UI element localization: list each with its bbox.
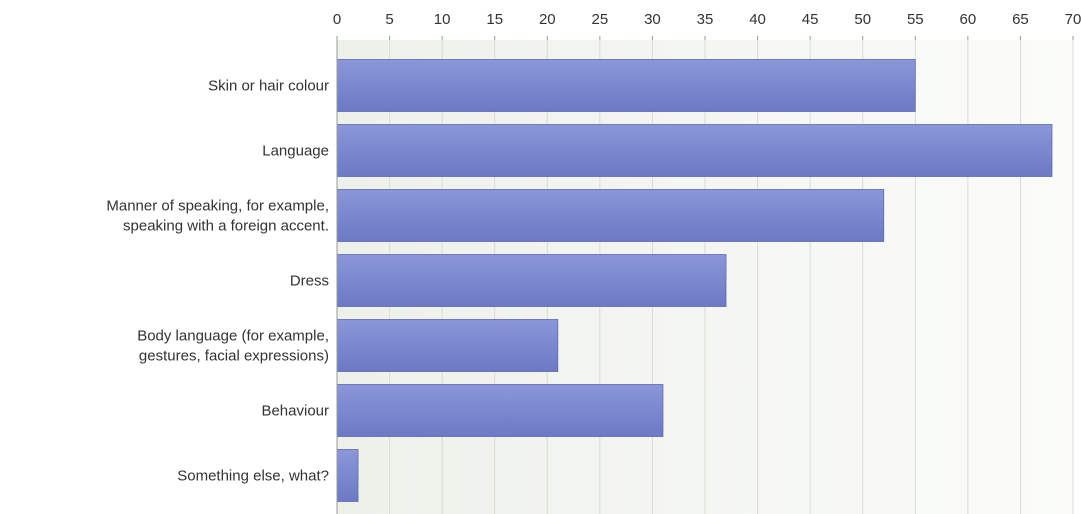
category-label-1: Language xyxy=(262,143,329,160)
category-label-2: Manner of speaking, for example, speaking… xyxy=(106,198,329,235)
category-label-0: Skin or hair colour xyxy=(208,78,329,95)
x-tick-label-5: 5 xyxy=(385,11,393,28)
x-tick-label-0: 0 xyxy=(333,11,341,28)
x-tick-label-10: 10 xyxy=(434,11,451,28)
bar-5 xyxy=(336,384,664,437)
x-tick-label-70: 70 xyxy=(1065,11,1081,28)
bar-1 xyxy=(336,124,1053,177)
x-tick-label-25: 25 xyxy=(592,11,609,28)
x-tick-label-35: 35 xyxy=(697,11,714,28)
category-label-line: Manner of speaking, for example, xyxy=(106,198,329,215)
x-tick-label-65: 65 xyxy=(1012,11,1029,28)
category-labels: Skin or hair colour Language Manner of spe… xyxy=(106,78,329,485)
category-label-line: speaking with a foreign accent. xyxy=(123,218,329,235)
category-label-3: Dress xyxy=(290,273,329,290)
category-label-line: Dress xyxy=(290,273,329,290)
category-label-line: gestures, facial expressions) xyxy=(139,348,329,365)
bar-4 xyxy=(336,319,559,372)
category-label-line: Body language (for example, xyxy=(137,328,329,345)
x-tick-label-20: 20 xyxy=(539,11,556,28)
category-label-5: Behaviour xyxy=(261,403,329,420)
category-label-line: Behaviour xyxy=(261,403,329,420)
x-tick-label-60: 60 xyxy=(960,11,977,28)
category-label-line: Skin or hair colour xyxy=(208,78,329,95)
x-tick-label-50: 50 xyxy=(854,11,871,28)
bars xyxy=(336,59,1053,502)
category-label-6: Something else, what? xyxy=(177,468,329,485)
category-label-line: Something else, what? xyxy=(177,468,329,485)
x-axis-ticks: 0 5 10 15 20 25 30 35 40 45 50 55 60 65 70 xyxy=(333,11,1081,40)
category-label-line: Language xyxy=(262,143,329,160)
bar-2 xyxy=(336,189,885,242)
bar-3 xyxy=(336,254,727,307)
x-tick-label-45: 45 xyxy=(802,11,819,28)
x-tick-label-40: 40 xyxy=(749,11,766,28)
x-tick-label-30: 30 xyxy=(644,11,661,28)
category-label-4: Body language (for example, gestures, fac… xyxy=(137,328,329,365)
bar-0 xyxy=(336,59,916,112)
x-tick-label-55: 55 xyxy=(907,11,924,28)
x-tick-label-15: 15 xyxy=(486,11,503,28)
bar-6 xyxy=(336,449,359,502)
